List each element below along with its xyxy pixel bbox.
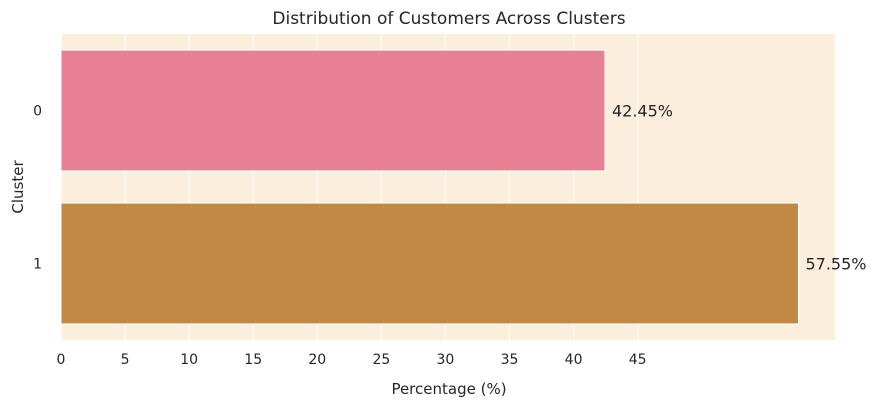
data-label: 42.45%: [612, 102, 673, 121]
x-tick-label: 30: [437, 352, 455, 368]
y-tick-label: 0: [33, 104, 42, 120]
y-axis-ticks: 01: [33, 104, 42, 273]
x-axis-label: Percentage (%): [391, 380, 506, 398]
x-tick-label: 40: [565, 352, 583, 368]
x-tick-label: 15: [244, 352, 262, 368]
x-tick-label: 25: [372, 352, 390, 368]
x-axis-ticks: 0 5 10 15 20 25 30 35 40 45: [57, 352, 647, 368]
x-tick-label: 5: [121, 352, 130, 368]
data-labels: 42.45% 57.55%: [612, 102, 867, 274]
y-axis-label: Cluster: [9, 160, 27, 214]
x-tick-label: 45: [629, 352, 647, 368]
data-label: 57.55%: [805, 255, 866, 274]
chart-title: Distribution of Customers Across Cluster…: [272, 9, 625, 29]
bar-cluster-1: [60, 202, 799, 325]
bars: [60, 49, 799, 325]
y-tick-label: 1: [33, 257, 42, 273]
x-tick-label: 35: [501, 352, 519, 368]
x-tick-label: 20: [308, 352, 326, 368]
x-tick-label: 10: [180, 352, 198, 368]
bar-cluster-0: [60, 49, 606, 172]
x-tick-label: 0: [57, 352, 66, 368]
